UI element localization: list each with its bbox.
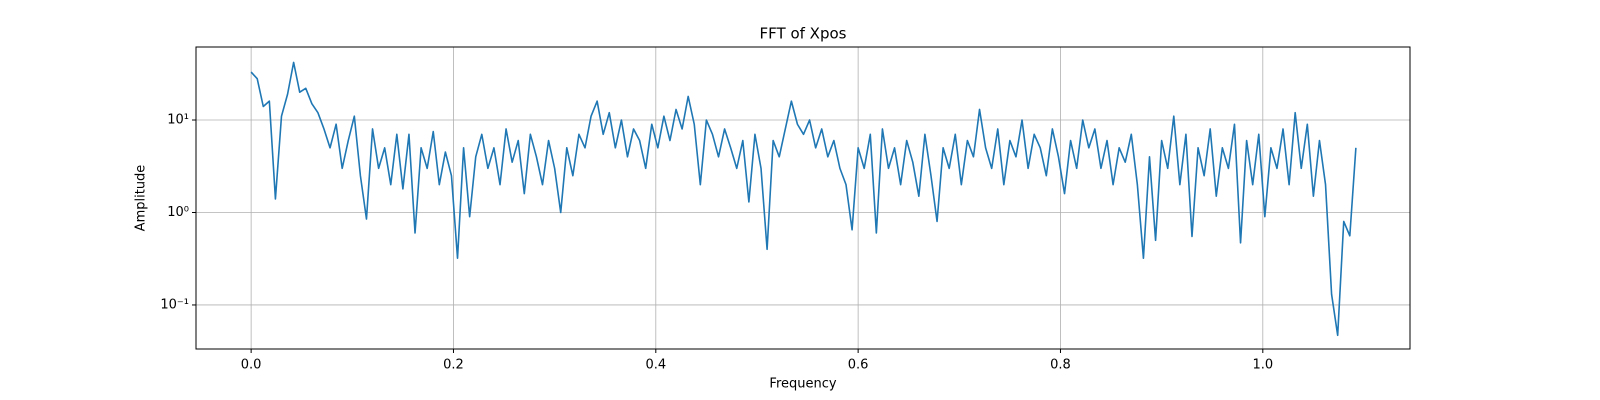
chart-title: FFT of Xpos xyxy=(760,25,847,43)
y-tick-label: 10⁰ xyxy=(167,205,189,220)
x-tick-label: 0.6 xyxy=(848,358,869,373)
x-axis-label: Frequency xyxy=(769,377,836,392)
y-tick-label: 10⁻¹ xyxy=(160,297,189,312)
data-line xyxy=(250,61,1357,337)
x-tick-label: 0.2 xyxy=(443,358,464,373)
x-tick-label: 0.4 xyxy=(645,358,666,373)
x-tick-label: 0.0 xyxy=(241,358,262,373)
axes-frame xyxy=(195,46,1411,350)
y-tick-label: 10¹ xyxy=(167,113,189,128)
x-tick-label: 0.8 xyxy=(1050,358,1071,373)
x-tick-label: 1.0 xyxy=(1252,358,1273,373)
y-axis-label: Amplitude xyxy=(134,165,149,232)
